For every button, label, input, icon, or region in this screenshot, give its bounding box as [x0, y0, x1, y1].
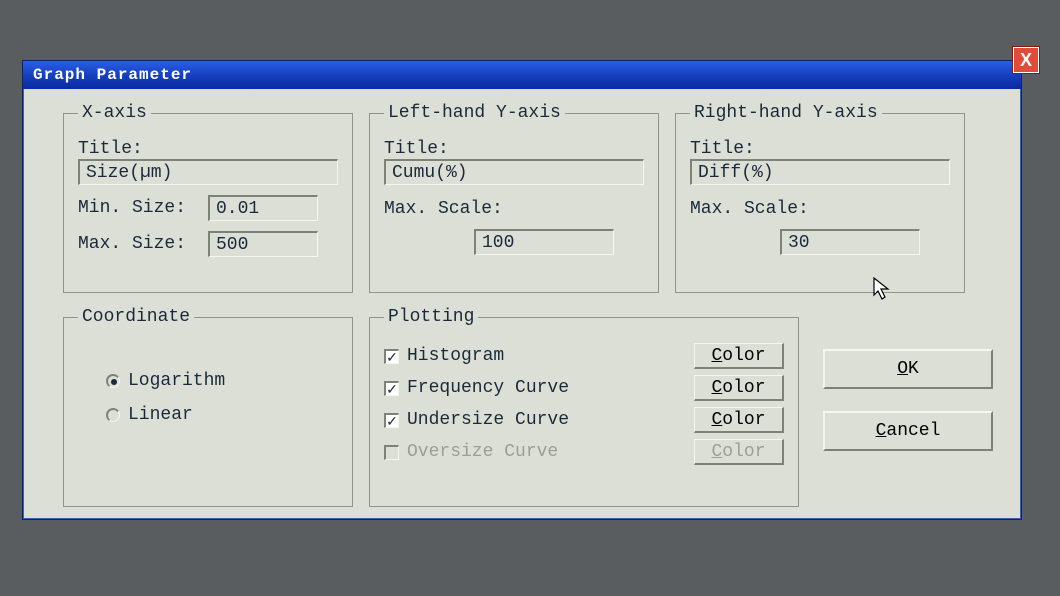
- checkbox-icon: [384, 445, 399, 460]
- dialog-window: X Graph Parameter X-axis Title: Min. Siz…: [22, 60, 1022, 520]
- mnemonic: C: [711, 442, 722, 462]
- group-legend: Right-hand Y-axis: [690, 103, 882, 123]
- checkbox-icon: ✓: [384, 349, 399, 364]
- mnemonic: O: [897, 359, 908, 379]
- mnemonic: C: [711, 346, 722, 366]
- x-title-label: Title:: [78, 139, 338, 159]
- group-x-axis: X-axis Title: Min. Size: Max. Size:: [63, 103, 353, 293]
- x-min-label: Min. Size:: [78, 198, 198, 218]
- group-legend: X-axis: [78, 103, 151, 123]
- group-right-y-axis: Right-hand Y-axis Title: Max. Scale:: [675, 103, 965, 293]
- window-title: Graph Parameter: [33, 66, 192, 84]
- group-coordinate: Coordinate Logarithm Linear: [63, 307, 353, 507]
- check-frequency[interactable]: ✓ Frequency Curve: [384, 378, 694, 398]
- titlebar: Graph Parameter: [23, 61, 1021, 89]
- check-label: Frequency Curve: [407, 378, 569, 398]
- mnemonic: C: [876, 421, 887, 441]
- ry-title-input[interactable]: [690, 159, 950, 185]
- btn-rest: olor: [722, 378, 765, 398]
- radio-linear[interactable]: Linear: [106, 405, 338, 425]
- ok-button[interactable]: OK: [823, 349, 993, 389]
- group-legend: Plotting: [384, 307, 478, 327]
- checkbox-icon: ✓: [384, 381, 399, 396]
- x-min-input[interactable]: [208, 195, 318, 221]
- radio-dot-icon: [106, 408, 120, 422]
- x-max-label: Max. Size:: [78, 234, 198, 254]
- radio-logarithm[interactable]: Logarithm: [106, 371, 338, 391]
- close-button[interactable]: X: [1013, 47, 1039, 73]
- btn-rest: olor: [722, 410, 765, 430]
- color-button-histogram[interactable]: Color: [694, 343, 784, 369]
- btn-rest: olor: [722, 442, 765, 462]
- radio-label: Logarithm: [128, 371, 225, 391]
- x-max-input[interactable]: [208, 231, 318, 257]
- checkbox-icon: ✓: [384, 413, 399, 428]
- plot-row-undersize: ✓ Undersize Curve Color: [384, 407, 784, 433]
- check-label: Oversize Curve: [407, 442, 558, 462]
- plot-row-frequency: ✓ Frequency Curve Color: [384, 375, 784, 401]
- color-button-frequency[interactable]: Color: [694, 375, 784, 401]
- mnemonic: C: [711, 410, 722, 430]
- ry-title-label: Title:: [690, 139, 950, 159]
- check-oversize: Oversize Curve: [384, 442, 694, 462]
- radio-dot-icon: [106, 374, 120, 388]
- group-legend: Left-hand Y-axis: [384, 103, 565, 123]
- btn-rest: ancel: [886, 421, 940, 441]
- ly-scale-input[interactable]: [474, 229, 614, 255]
- color-button-oversize: Color: [694, 439, 784, 465]
- cancel-button[interactable]: Cancel: [823, 411, 993, 451]
- group-plotting: Plotting ✓ Histogram Color ✓ Frequency C…: [369, 307, 799, 507]
- dialog-buttons: OK Cancel: [823, 349, 993, 473]
- btn-rest: K: [908, 359, 919, 379]
- check-label: Histogram: [407, 346, 504, 366]
- group-left-y-axis: Left-hand Y-axis Title: Max. Scale:: [369, 103, 659, 293]
- client-area: X-axis Title: Min. Size: Max. Size: Left…: [23, 89, 1021, 519]
- check-histogram[interactable]: ✓ Histogram: [384, 346, 694, 366]
- check-undersize[interactable]: ✓ Undersize Curve: [384, 410, 694, 430]
- close-icon: X: [1020, 50, 1032, 70]
- color-button-undersize[interactable]: Color: [694, 407, 784, 433]
- radio-label: Linear: [128, 405, 193, 425]
- ry-scale-label: Max. Scale:: [690, 199, 950, 219]
- ry-scale-input[interactable]: [780, 229, 920, 255]
- mnemonic: C: [711, 378, 722, 398]
- ly-title-label: Title:: [384, 139, 644, 159]
- desktop: X Graph Parameter X-axis Title: Min. Siz…: [0, 0, 1060, 596]
- group-legend: Coordinate: [78, 307, 194, 327]
- btn-rest: olor: [722, 346, 765, 366]
- plot-row-oversize: Oversize Curve Color: [384, 439, 784, 465]
- ly-title-input[interactable]: [384, 159, 644, 185]
- ly-scale-label: Max. Scale:: [384, 199, 644, 219]
- plot-row-histogram: ✓ Histogram Color: [384, 343, 784, 369]
- x-title-input[interactable]: [78, 159, 338, 185]
- check-label: Undersize Curve: [407, 410, 569, 430]
